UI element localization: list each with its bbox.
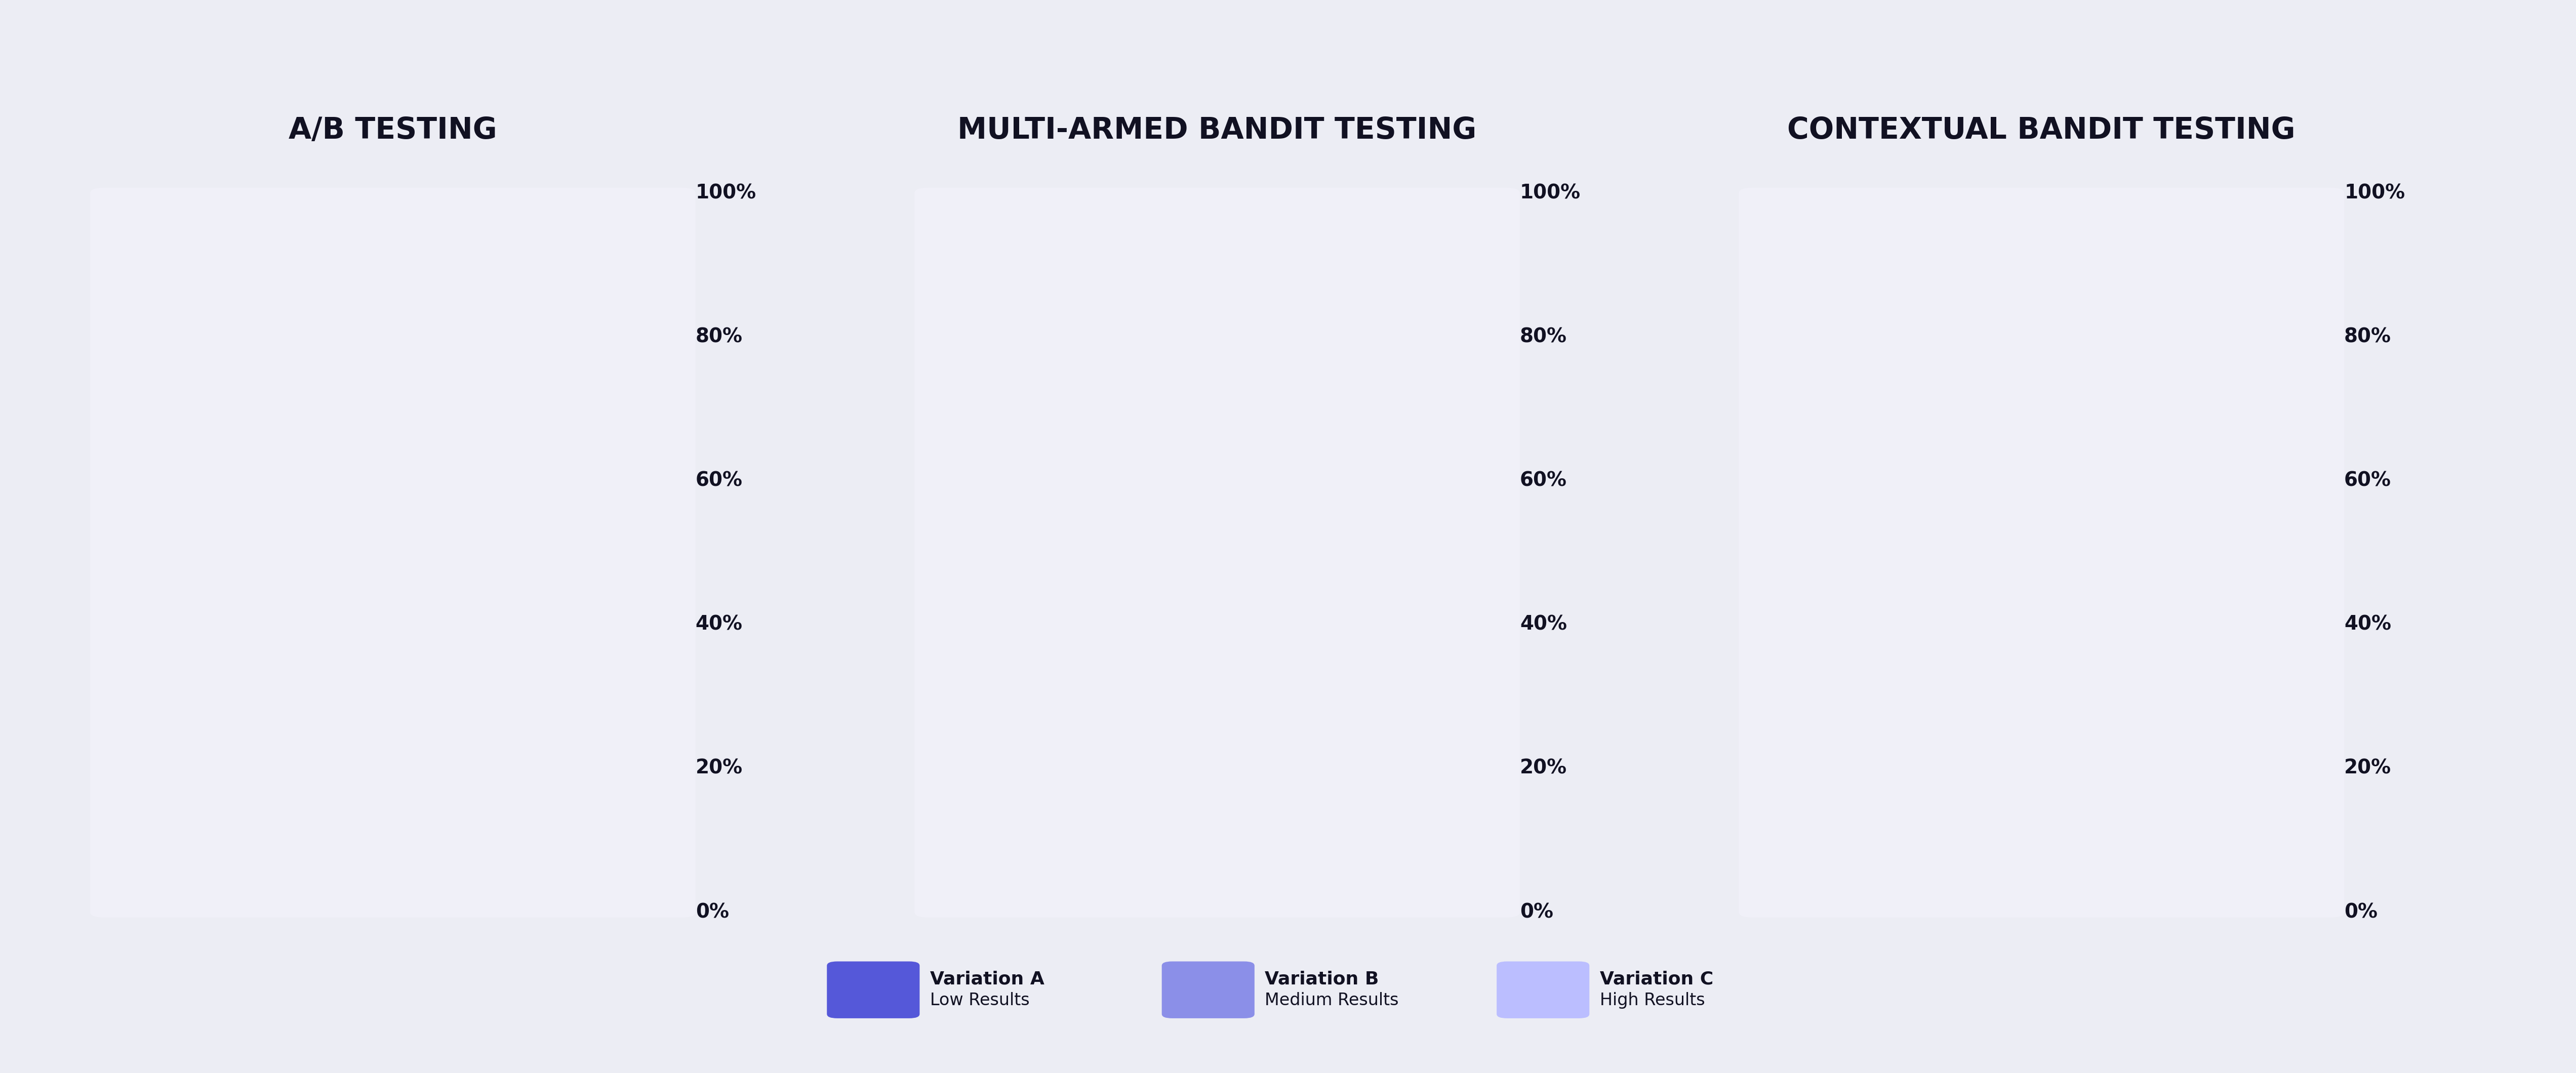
Text: 40%: 40% xyxy=(696,615,742,634)
Text: 40%: 40% xyxy=(2344,615,2391,634)
Text: 40%: 40% xyxy=(1520,615,1566,634)
Text: 80%: 80% xyxy=(696,327,742,347)
Text: CONTEXTUAL BANDIT TESTING: CONTEXTUAL BANDIT TESTING xyxy=(1788,116,2295,145)
Text: Variation A: Variation A xyxy=(930,971,1043,988)
Text: 20%: 20% xyxy=(2344,759,2391,778)
Text: 80%: 80% xyxy=(2344,327,2391,347)
Text: 60%: 60% xyxy=(2344,471,2391,490)
Text: 100%: 100% xyxy=(696,183,757,203)
Text: 60%: 60% xyxy=(1520,471,1566,490)
Text: 0%: 0% xyxy=(2344,902,2378,922)
Text: 80%: 80% xyxy=(1520,327,1566,347)
Text: 60%: 60% xyxy=(696,471,742,490)
Text: Medium Results: Medium Results xyxy=(1265,993,1399,1009)
Text: 100%: 100% xyxy=(1520,183,1582,203)
Text: Variation B: Variation B xyxy=(1265,971,1378,988)
Text: 0%: 0% xyxy=(696,902,729,922)
Text: 20%: 20% xyxy=(1520,759,1566,778)
Text: MULTI-ARMED BANDIT TESTING: MULTI-ARMED BANDIT TESTING xyxy=(958,116,1476,145)
Text: High Results: High Results xyxy=(1600,993,1705,1009)
Text: Low Results: Low Results xyxy=(930,993,1030,1009)
Text: 0%: 0% xyxy=(1520,902,1553,922)
Text: Variation C: Variation C xyxy=(1600,971,1713,988)
Text: A/B TESTING: A/B TESTING xyxy=(289,116,497,145)
Text: 100%: 100% xyxy=(2344,183,2406,203)
Text: 20%: 20% xyxy=(696,759,742,778)
